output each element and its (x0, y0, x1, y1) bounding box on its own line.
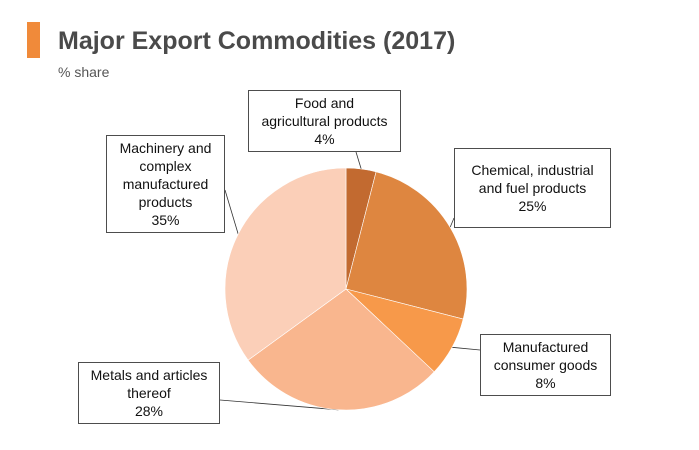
slice-value: 35% (151, 212, 180, 228)
slice-label: Food and agricultural products 4% (248, 90, 401, 152)
slice-label-text: Manufactured (502, 339, 589, 355)
slice-label-text: Chemical, industrial (471, 162, 594, 178)
title-accent-bar (27, 22, 40, 58)
leader-line (355, 151, 362, 170)
slice-label-text: Food and (294, 95, 355, 111)
slice-label-text: manufactured (122, 176, 209, 192)
slice-label-text: and fuel products (478, 180, 587, 196)
slice-label-text: consumer goods (493, 357, 598, 373)
slice-label-text: complex (139, 158, 192, 174)
slice-value: 4% (314, 131, 335, 147)
slice-label: Manufactured consumer goods 8% (480, 334, 611, 396)
slice-label-text: agricultural products (261, 113, 388, 129)
chart-title: Major Export Commodities (2017) (58, 27, 456, 55)
slice-label-text: Machinery and (119, 140, 212, 156)
leader-line (224, 189, 239, 235)
leader-line (219, 399, 339, 411)
leader-lines (219, 151, 481, 411)
slice-label: Chemical, industrial and fuel products 25% (454, 148, 611, 228)
slice-label: Metals and articles thereof 28% (78, 362, 220, 424)
slice-label: Machinery and complex manufactured products… (106, 135, 225, 233)
slice-value: 8% (535, 375, 556, 391)
slice-value: 28% (134, 403, 164, 419)
pie-slice (345, 171, 468, 320)
slice-value: 25% (518, 198, 547, 214)
slice-label-text: thereof (127, 385, 171, 401)
leader-line (451, 346, 481, 351)
slice-label-text: Metals and articles (90, 367, 208, 383)
pie-slices (224, 167, 468, 411)
chart-subtitle: % share (58, 64, 110, 80)
pie-slice (247, 288, 435, 411)
leader-line (449, 217, 455, 228)
slice-label-text: products (138, 194, 193, 210)
pie-slice (224, 167, 347, 361)
